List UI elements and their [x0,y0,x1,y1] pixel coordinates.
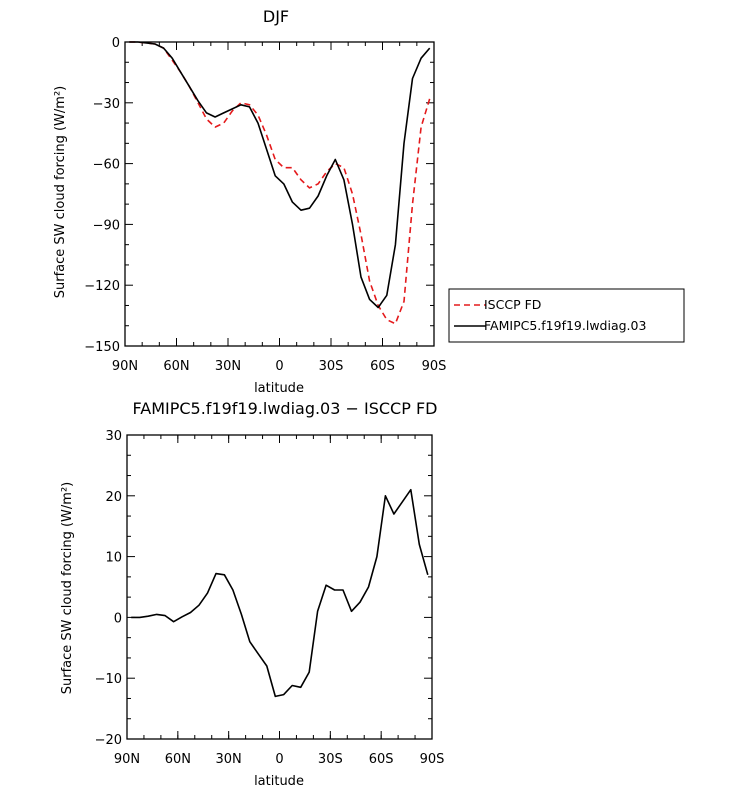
bottom-ticks: 90N 60N 30N 0 30S 60S 90S 30 20 10 0 −10 −20 [95,429,445,767]
bottom-difference-line [131,488,429,698]
top-panel: DJF 90N 60N 30N 0 30S 60S 90S 0 −30 −60 −90 −120 −15… [53,7,446,396]
top-series-famipc5-f19f19-lwdiag-03 [129,41,431,309]
legend-label-famipc5: FAMIPC5.f19f19.lwdiag.03 [484,318,646,333]
top-x-tick-label: 90N [112,359,138,374]
top-y-axis-label: Surface SW cloud forcing (W/m²) [53,86,68,298]
bottom-x-tick-label: 90S [420,752,445,767]
top-y-tick-label: −150 [84,340,120,355]
top-series-lines [129,41,431,325]
bottom-x-tick-label: 60S [369,752,394,767]
bottom-x-tick-label: 30N [216,752,242,767]
legend: ISCCP FD FAMIPC5.f19f19.lwdiag.03 [448,288,685,343]
top-plot-frame [124,41,435,347]
legend-box [448,288,685,343]
bottom-x-tick-label: 30S [318,752,343,767]
bottom-series-lines [131,488,429,698]
bottom-x-tick-label: 90N [114,752,140,767]
bottom-y-axis-label: Surface SW cloud forcing (W/m²) [60,482,75,694]
top-x-axis-label: latitude [254,381,304,396]
bottom-plot-frame [126,434,433,740]
bottom-y-tick-label: 10 [105,551,122,566]
top-y-tick-label: −30 [93,97,120,112]
top-x-tick-label: 90S [422,359,447,374]
top-y-tick-label: −60 [93,158,120,173]
top-y-tick-label: −90 [93,218,120,233]
bottom-panel: FAMIPC5.f19f19.lwdiag.03 − ISCCP FD 90N 6… [60,399,444,789]
bottom-x-tick-label: 60N [165,752,191,767]
top-x-tick-label: 30S [319,359,344,374]
bottom-y-tick-label: −10 [95,672,122,687]
top-series-isccp-fd [129,41,431,325]
top-x-tick-label: 60N [163,359,189,374]
top-ticks: 90N 60N 30N 0 30S 60S 90S 0 −30 −60 −90 −120 −150 [84,36,446,374]
top-y-tick-label: 0 [112,36,120,51]
bottom-y-tick-label: 30 [105,429,122,444]
top-x-tick-label: 30N [215,359,241,374]
top-chart-title: DJF [263,7,289,26]
bottom-y-tick-label: −20 [95,733,122,748]
bottom-x-tick-label: 0 [275,752,283,767]
top-y-tick-label: −120 [84,279,120,294]
bottom-chart-title: FAMIPC5.f19f19.lwdiag.03 − ISCCP FD [133,399,438,418]
top-x-tick-label: 60S [370,359,395,374]
bottom-x-axis-label: latitude [254,774,304,789]
top-x-tick-label: 0 [275,359,283,374]
bottom-y-tick-label: 20 [105,490,122,505]
bottom-y-tick-label: 0 [114,611,122,626]
legend-label-isccp: ISCCP FD [484,297,541,312]
